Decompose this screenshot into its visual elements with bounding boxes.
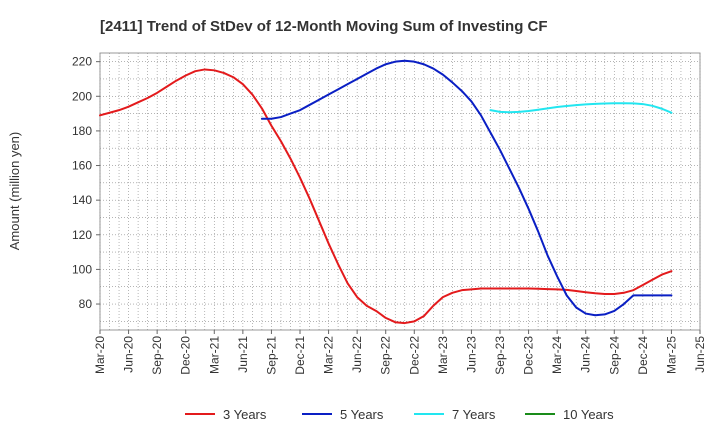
x-tick-label: Mar-23 [436,336,450,374]
x-tick-label: Dec-20 [179,336,193,375]
chart-title: [2411] Trend of StDev of 12-Month Moving… [100,18,548,35]
legend-label: 7 Years [452,407,496,422]
y-tick-label: 100 [72,262,92,276]
x-tick-label: Sep-21 [264,336,278,375]
x-tick-label: Sep-24 [607,336,621,375]
x-tick-label: Mar-20 [93,336,107,374]
y-tick-label: 80 [79,297,93,311]
x-tick-label: Mar-24 [550,336,564,374]
x-tick-label: Sep-22 [379,336,393,375]
x-tick-label: Jun-22 [350,336,364,373]
legend-label: 3 Years [223,407,267,422]
y-tick-labels: 80 100 120 140 160 180 200 220 [72,55,100,311]
x-tick-label: Dec-23 [522,336,536,375]
plot-area [99,52,701,331]
y-axis-label: Amount (million yen) [7,132,22,251]
x-tick-label: Mar-22 [322,336,336,374]
x-tick-label: Sep-20 [150,336,164,375]
x-tick-label: Dec-24 [636,336,650,375]
legend-label: 5 Years [340,407,384,422]
x-tick-label: Dec-22 [407,336,421,375]
series-lines [99,59,673,325]
x-tick-label: Jun-25 [693,336,707,373]
x-tick-label: Dec-21 [293,336,307,375]
y-tick-label: 120 [72,228,92,242]
x-tick-label: Mar-25 [664,336,678,374]
x-tick-label: Jun-21 [236,336,250,373]
y-tick-label: 220 [72,55,92,69]
x-tick-label: Jun-24 [579,336,593,373]
y-tick-label: 160 [72,159,92,173]
y-tick-label: 200 [72,89,92,103]
legend: 3 Years 5 Years 7 Years 10 Years [185,407,614,422]
y-tick-label: 140 [72,193,92,207]
series-line-5-years [260,59,673,317]
legend-label: 10 Years [563,407,614,422]
x-tick-label: Jun-23 [464,336,478,373]
x-tick-labels: Mar-20 Jun-20 Sep-20 Dec-20 Mar-21 Jun-21 Sep-… [93,330,707,375]
series-line-3-years [99,68,673,325]
y-tick-label: 180 [72,124,92,138]
series-line-7-years [489,102,673,114]
x-tick-label: Jun-20 [122,336,136,373]
x-tick-label: Sep-23 [493,336,507,375]
grid [99,53,701,330]
x-tick-label: Mar-21 [207,336,221,374]
